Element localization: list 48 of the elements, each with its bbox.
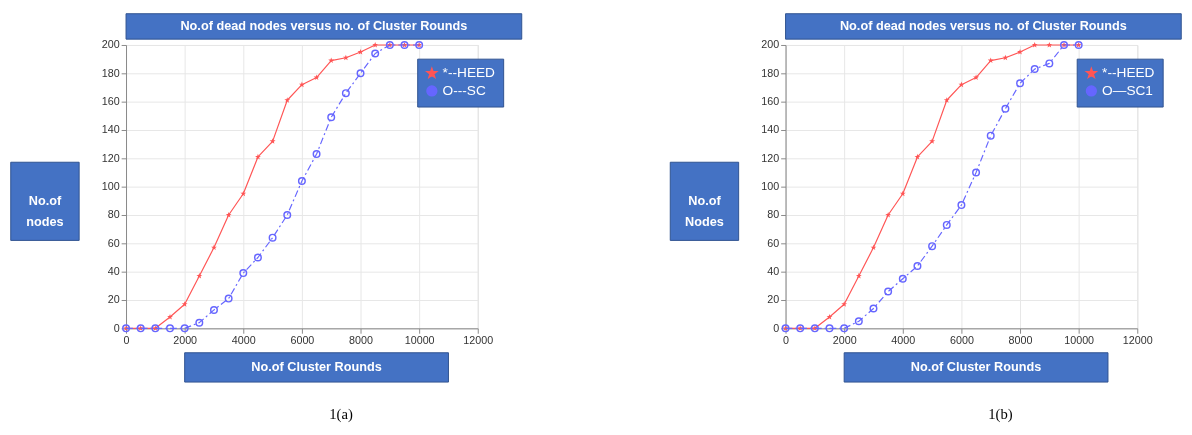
y-tick-label: 40 xyxy=(767,265,780,278)
text: 1(a) xyxy=(329,406,353,424)
y-tick-label: 140 xyxy=(761,123,780,136)
legend-label: *--HEED xyxy=(442,65,496,81)
y-tick-label: 20 xyxy=(107,293,120,306)
y-tick-label: 60 xyxy=(767,236,780,249)
x-tick-label: 6000 xyxy=(290,334,315,347)
y-tick-label: 100 xyxy=(101,180,120,193)
y-tick-label: 80 xyxy=(767,208,780,221)
y-tick-label: 120 xyxy=(761,151,780,164)
chart-title: No.of dead nodes versus no. of Cluster Rounds xyxy=(180,19,468,34)
x-tick-label: 0 xyxy=(123,334,130,347)
x-axis-title: No.of Cluster Rounds xyxy=(910,360,1042,375)
y-tick-label: 20 xyxy=(767,293,780,306)
y-tick-label: 180 xyxy=(761,66,780,79)
legend-label: *--HEED xyxy=(1102,65,1155,81)
y-tick-label: 60 xyxy=(107,236,120,249)
y-tick-label: 40 xyxy=(107,265,120,278)
y-tick-label: 180 xyxy=(101,66,120,79)
y-tick-label: 100 xyxy=(761,180,780,193)
x-tick-label: 2000 xyxy=(832,334,857,347)
x-tick-label: 0 xyxy=(783,334,790,347)
x-tick-label: 12000 xyxy=(1122,334,1153,347)
text: 1(b) xyxy=(988,406,1013,424)
x-tick-label: 2000 xyxy=(173,334,198,347)
y-tick-label: 160 xyxy=(761,95,780,108)
x-axis-title: No.of Cluster Rounds xyxy=(251,360,382,375)
y-tick-label: 200 xyxy=(101,38,120,51)
chart-title: No.of dead nodes versus no. of Cluster Rounds xyxy=(839,19,1127,34)
x-tick-label: 10000 xyxy=(404,334,435,347)
x-tick-label: 6000 xyxy=(949,334,974,347)
legend-label: O---SC xyxy=(442,82,486,98)
x-tick-label: 4000 xyxy=(231,334,256,347)
x-tick-label: 4000 xyxy=(891,334,916,347)
y-tick-label: 0 xyxy=(773,321,780,334)
x-tick-label: 8000 xyxy=(349,334,373,347)
x-tick-label: 8000 xyxy=(1008,334,1033,347)
y-axis-title: No.of nodes xyxy=(26,194,64,229)
x-tick-label: 10000 xyxy=(1064,334,1095,347)
y-tick-label: 120 xyxy=(101,151,120,164)
y-tick-label: 0 xyxy=(113,321,120,334)
y-axis-title: No.of Nodes xyxy=(685,194,724,229)
y-tick-label: 200 xyxy=(761,38,780,51)
legend-label: O—SC1 xyxy=(1102,82,1153,98)
y-tick-label: 160 xyxy=(101,95,120,108)
y-tick-label: 80 xyxy=(107,208,120,221)
y-tick-label: 140 xyxy=(101,123,120,136)
x-tick-label: 12000 xyxy=(463,334,494,347)
